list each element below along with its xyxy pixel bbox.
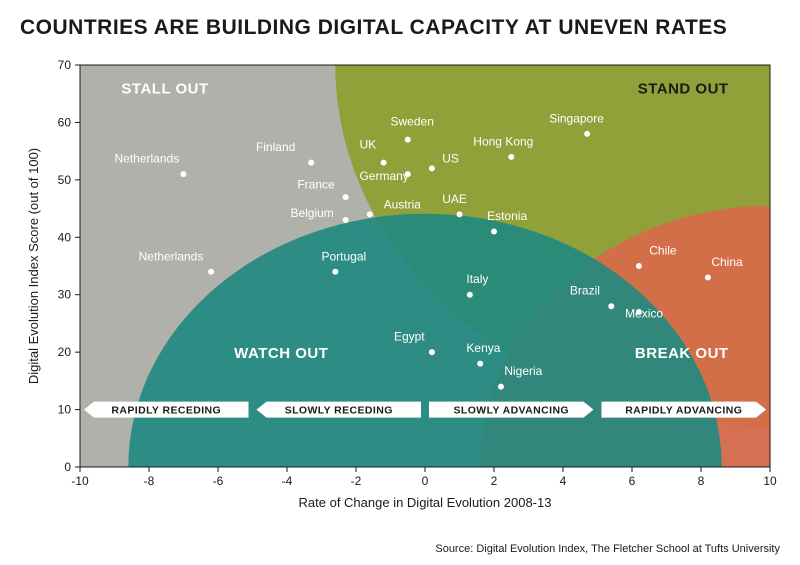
quadrant-label: WATCH OUT (234, 345, 328, 362)
data-point-label: Finland (256, 140, 295, 154)
data-point-label: Singapore (549, 111, 604, 125)
chart-title: COUNTRIES ARE BUILDING DIGITAL CAPACITY … (20, 16, 727, 40)
data-point (508, 154, 514, 160)
x-tick: -10 (71, 474, 89, 488)
data-point (405, 137, 411, 143)
data-point-label: Portugal (322, 249, 367, 263)
data-point (705, 274, 711, 280)
x-tick: -4 (282, 474, 293, 488)
data-point-label: Netherlands (115, 152, 180, 166)
data-point (584, 131, 590, 137)
data-point-label: UAE (442, 192, 467, 206)
data-point-label: Nigeria (504, 364, 542, 378)
quadrant-label: STAND OUT (638, 81, 729, 98)
y-tick: 0 (64, 460, 71, 474)
data-point (477, 361, 483, 367)
data-point-label: Egypt (394, 330, 425, 344)
data-point-label: France (297, 177, 335, 191)
data-point-label: US (442, 152, 459, 166)
chart-source: Source: Digital Evolution Index, The Fle… (435, 543, 780, 555)
data-point (381, 160, 387, 166)
data-point (429, 165, 435, 171)
data-point (491, 229, 497, 235)
data-point-label: Chile (649, 244, 677, 258)
data-point-label: Germany (359, 169, 408, 183)
arrow-band-label: SLOWLY RECEDING (285, 405, 393, 417)
x-tick: 10 (763, 474, 777, 488)
x-tick: 2 (491, 474, 498, 488)
y-tick: 40 (58, 230, 72, 244)
data-point (332, 269, 338, 275)
data-point-label: Belgium (290, 206, 333, 220)
data-point (308, 160, 314, 166)
quadrant-label: BREAK OUT (635, 345, 729, 362)
data-point (181, 171, 187, 177)
y-tick: 60 (58, 115, 72, 129)
quadrant-label: STALL OUT (121, 81, 208, 98)
y-tick: 10 (58, 403, 72, 417)
data-point-label: China (711, 255, 743, 269)
y-tick: 50 (58, 173, 72, 187)
data-point-label: Italy (466, 272, 488, 286)
data-point (636, 263, 642, 269)
data-point-label: UK (359, 137, 376, 151)
data-point-label: Sweden (391, 114, 434, 128)
x-axis-label: Rate of Change in Digital Evolution 2008… (299, 495, 552, 510)
data-point-label: Brazil (570, 284, 600, 298)
y-tick: 70 (58, 58, 72, 72)
data-point (608, 303, 614, 309)
data-point (467, 292, 473, 298)
chart: RAPIDLY RECEDING SLOWLY RECEDING SLOWLY AD… (20, 55, 780, 525)
x-tick: -8 (144, 474, 155, 488)
data-point (343, 217, 349, 223)
y-axis-label: Digital Evolution Index Score (out of 10… (26, 148, 41, 384)
y-tick: 30 (58, 288, 72, 302)
data-point (343, 194, 349, 200)
arrow-band-label: RAPIDLY RECEDING (111, 405, 221, 417)
data-point-label: Hong Kong (473, 134, 533, 148)
data-point-label: Kenya (466, 341, 500, 355)
x-tick: 0 (422, 474, 429, 488)
data-point (457, 211, 463, 217)
x-tick: 6 (629, 474, 636, 488)
data-point (367, 211, 373, 217)
data-point (429, 349, 435, 355)
data-point (208, 269, 214, 275)
x-tick: 4 (560, 474, 567, 488)
arrow-band-label: SLOWLY ADVANCING (454, 405, 570, 417)
arrow-band-label: RAPIDLY ADVANCING (625, 405, 742, 417)
x-tick: -2 (351, 474, 362, 488)
y-tick: 20 (58, 345, 72, 359)
data-point-label: Mexico (625, 307, 663, 321)
data-point-label: Netherlands (139, 249, 204, 263)
data-point-label: Estonia (487, 209, 527, 223)
data-point-label: Austria (384, 198, 422, 212)
x-tick: -6 (213, 474, 224, 488)
x-tick: 8 (698, 474, 705, 488)
data-point (498, 384, 504, 390)
